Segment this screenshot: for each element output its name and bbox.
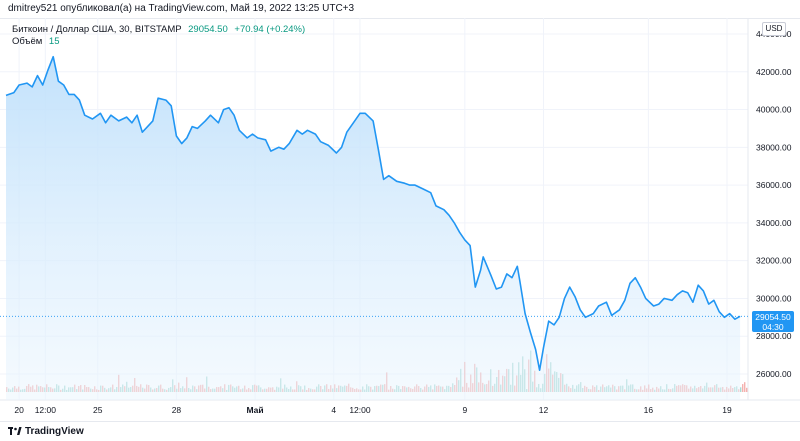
volume-bar — [742, 384, 744, 392]
x-tick-label: 16 — [644, 405, 654, 415]
x-tick-label: 12:00 — [349, 405, 371, 415]
x-tick-label: 25 — [93, 405, 103, 415]
price-change: +70.94 (+0.24%) — [234, 24, 306, 35]
symbol-title[interactable]: Биткоин / Доллар США, 30, BITSTAMP — [12, 24, 182, 35]
y-tick-label: 36000.00 — [756, 180, 792, 190]
y-tick-label: 34000.00 — [756, 218, 792, 228]
publish-info: dmitrey521 опубликовал(а) на TradingView… — [8, 3, 355, 14]
y-tick-label: 32000.00 — [756, 256, 792, 266]
time-axis[interactable]: 20 12:00 25 28 Май 4 12:00 9 12 16 19 — [14, 405, 732, 415]
price-area — [0, 55, 748, 400]
x-tick-label: 20 — [14, 405, 24, 415]
publish-bar: dmitrey521 опубликовал(а) на TradingView… — [0, 0, 800, 18]
volume-label[interactable]: Объём — [12, 36, 43, 47]
volume-row: Объём 15 — [12, 36, 305, 48]
price-chart[interactable]: 26000.00 28000.00 30000.00 32000.00 34000.00… — [0, 18, 800, 422]
y-tick-label: 30000.00 — [756, 293, 792, 303]
symbol-row: Биткоин / Доллар США, 30, BITSTAMP 29054… — [12, 24, 305, 36]
currency-button[interactable]: USD — [762, 22, 786, 36]
current-price: 29054.50 — [188, 24, 228, 35]
chart-frame — [0, 18, 800, 422]
volume-bar — [744, 382, 746, 392]
x-tick-label: 9 — [462, 405, 467, 415]
y-tick-label: 42000.00 — [756, 67, 792, 77]
last-price-value: 29054.50 — [755, 312, 791, 322]
y-tick-label: 26000.00 — [756, 369, 792, 379]
x-tick-label: 12 — [539, 405, 549, 415]
footer: TradingView — [0, 422, 800, 441]
x-tick-label: 19 — [722, 405, 732, 415]
footer-brand[interactable]: TradingView — [25, 426, 84, 437]
x-tick-label: 4 — [331, 405, 336, 415]
volume-value: 15 — [48, 36, 60, 47]
chart-legend: Биткоин / Доллар США, 30, BITSTAMP 29054… — [12, 24, 305, 48]
candle-countdown: 04:30 — [762, 322, 784, 332]
tradingview-logo-icon[interactable] — [8, 426, 22, 436]
price-area-fill — [6, 56, 741, 400]
y-tick-label: 38000.00 — [756, 142, 792, 152]
x-tick-label: Май — [247, 405, 264, 415]
x-tick-label: 28 — [172, 405, 182, 415]
volume-bar — [746, 387, 748, 392]
y-tick-label: 28000.00 — [756, 331, 792, 341]
last-price-tag: 29054.50 04:30 — [752, 311, 794, 332]
x-tick-label: 12:00 — [35, 405, 57, 415]
y-tick-label: 40000.00 — [756, 105, 792, 115]
volume-bar — [740, 387, 742, 392]
price-line — [5, 55, 741, 371]
